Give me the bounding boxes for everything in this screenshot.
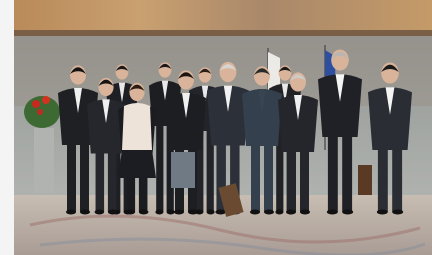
shoe [215,210,226,215]
fresco [14,0,432,30]
page: {} (() => { const data = JSON.parse(docu… [0,0,432,255]
shoe [108,210,118,215]
shoe [286,210,296,215]
flower [37,109,43,115]
shoe [80,210,90,215]
shoe [188,210,198,215]
leg [378,146,388,212]
leg [108,150,117,213]
leg [328,133,338,212]
leg [392,146,402,212]
fresco-frame [14,30,432,36]
shoe [250,210,260,215]
leg [264,142,273,212]
flower [32,100,40,108]
flower [42,96,50,104]
shoe [392,210,403,215]
shoe [300,210,310,215]
shoe [139,210,149,215]
gift-bag [171,152,195,188]
leg [67,141,76,212]
shoe [167,210,175,215]
leg [96,150,105,213]
shoe [155,210,163,215]
shoe [275,210,283,215]
shoe [174,210,184,215]
shoe [126,210,136,215]
leg [251,142,260,212]
shoe [327,210,338,215]
leg [80,141,89,212]
group-photo [0,0,432,255]
skirt [118,150,156,178]
shoe [95,210,105,215]
shoe [342,210,353,215]
leg [342,133,352,212]
bag [358,165,372,195]
blouse [122,103,152,150]
left-margin [0,0,14,255]
leg [156,122,163,212]
shoe [207,210,215,215]
pedestal [34,128,54,193]
leg [287,148,296,212]
shoe [66,210,76,215]
shoe [264,210,274,215]
shoe [377,210,388,215]
leg [300,148,309,212]
